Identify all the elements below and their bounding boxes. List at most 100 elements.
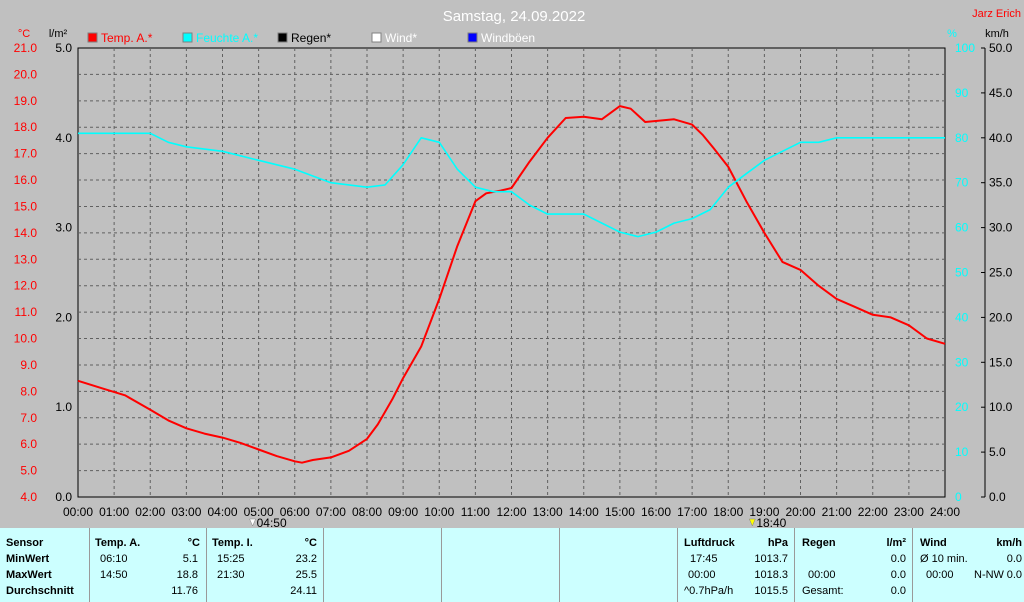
sunrise-marker — [249, 518, 256, 527]
temp-i-cell: Temp. I. °C 15:25 23.2 21:30 25.5 24.11 — [206, 528, 324, 602]
rain-tick-label: 5.0 — [55, 41, 72, 55]
temp-a-min: 5.1 — [182, 553, 198, 565]
temp-tick-label: 11.0 — [15, 305, 38, 319]
temp-a-avg: 11.76 — [171, 585, 198, 597]
temp-tick-label: 4.0 — [20, 490, 37, 504]
chart-title: Samstag, 24.09.2022 — [443, 8, 586, 25]
rain-tick-label: 3.0 — [55, 221, 72, 235]
x-tick-label: 20:00 — [785, 505, 815, 519]
wind-tick-label: 40.0 — [989, 131, 1013, 145]
humidity-tick-label: 30 — [955, 355, 969, 369]
wind-tick-label: 15.0 — [989, 355, 1013, 369]
stats-panel: Sensor MinWert MaxWert Durchschnitt Temp… — [0, 528, 1024, 602]
legend-swatch — [87, 32, 98, 43]
humidity-tick-label: 0 — [955, 490, 962, 504]
empty-cell-3 — [559, 528, 678, 602]
humidity-tick-label: 20 — [955, 400, 969, 414]
row-label-sensor: Sensor — [6, 537, 44, 549]
x-tick-label: 24:00 — [930, 505, 960, 519]
wind-tick-label: 35.0 — [989, 176, 1013, 190]
row-label-avg: Durchschnitt — [6, 585, 74, 597]
x-tick-label: 15:00 — [605, 505, 635, 519]
wind-header: Wind — [920, 537, 947, 549]
temp-tick-label: 9.0 — [20, 358, 37, 372]
x-tick-label: 17:00 — [677, 505, 707, 519]
x-tick-label: 16:00 — [641, 505, 671, 519]
temp-series-line — [77, 105, 946, 464]
weather-chart: Samstag, 24.09.2022 Jarz Erich °C l/m² %… — [14, 8, 1021, 528]
legend-label: Windböen — [481, 31, 535, 45]
x-tick-label: 11:00 — [461, 505, 490, 519]
temp-tick-label: 20.0 — [14, 67, 38, 81]
rain-header: Regen — [802, 537, 836, 549]
pressure-r1: 1013.7 — [754, 553, 788, 565]
rain-unit: l/m² — [886, 537, 906, 549]
legend: Temp. A.* Feuchte A.* Regen* Wind* Windböen — [87, 31, 535, 45]
legend-label: Feuchte A.* — [196, 31, 258, 45]
wind-avg-label: Ø 10 min. — [920, 553, 968, 565]
wind-tick-label: 50.0 — [989, 41, 1013, 55]
temp-i-avg: 24.11 — [290, 585, 317, 597]
wind-r2-time: 00:00 — [926, 569, 954, 581]
temp-tick-label: 8.0 — [20, 384, 37, 398]
humidity-series-line — [78, 132, 945, 238]
wind-axis-unit: km/h — [985, 28, 1009, 40]
wind-tick-label: 10.0 — [989, 400, 1013, 414]
x-tick-label: 12:00 — [496, 505, 526, 519]
x-tick-label: 08:00 — [352, 505, 382, 519]
temp-tick-label: 21.0 — [14, 41, 38, 55]
rain-cell: Regen l/m² 0.0 00:00 0.0 Gesamt: 0.0 — [794, 528, 913, 602]
x-tick-label: 19:00 — [749, 505, 779, 519]
row-label-max: MaxWert — [6, 569, 52, 581]
x-tick-label: 05:00 — [244, 505, 274, 519]
x-tick-label: 02:00 — [135, 505, 165, 519]
rain-r1: 0.0 — [890, 553, 906, 565]
legend-label: Temp. A.* — [101, 31, 153, 45]
rain-tick-label: 2.0 — [55, 310, 72, 324]
temp-tick-label: 6.0 — [20, 437, 37, 451]
x-tick-label: 03:00 — [171, 505, 201, 519]
x-tick-label: 22:00 — [858, 505, 888, 519]
x-tick-label: 00:00 — [63, 505, 93, 519]
temp-tick-label: 10.0 — [14, 332, 38, 346]
temp-tick-label: 16.0 — [14, 173, 38, 187]
temp-tick-label: 12.0 — [14, 279, 38, 293]
temp-tick-label: 14.0 — [14, 226, 38, 240]
x-tick-label: 13:00 — [533, 505, 563, 519]
humidity-tick-label: 40 — [955, 310, 969, 324]
row-labels-cell: Sensor MinWert MaxWert Durchschnitt — [0, 528, 90, 602]
legend-swatch — [371, 32, 382, 43]
legend-label: Regen* — [291, 31, 331, 45]
legend-swatch — [467, 32, 478, 43]
row-label-min: MinWert — [6, 553, 50, 565]
wind-tick-label: 5.0 — [989, 445, 1006, 459]
temp-i-header: Temp. I. — [212, 537, 253, 549]
legend-swatch — [182, 32, 193, 43]
axis-ticks: 4.0 5.0 6.0 7.0 8.0 9.0 10.0 11.0 12.0 13.0 14.0 15… — [14, 41, 1013, 528]
temp-a-header: Temp. A. — [95, 537, 141, 549]
temp-a-max: 18.8 — [176, 569, 198, 581]
pressure-r2-time: 00:00 — [688, 569, 716, 581]
temp-tick-label: 7.0 — [20, 411, 37, 425]
humidity-tick-label: 50 — [955, 266, 969, 280]
temp-tick-label: 13.0 — [14, 252, 38, 266]
wind-avg: 0.0 — [1006, 553, 1022, 565]
pressure-header: Luftdruck — [684, 537, 735, 549]
humidity-tick-label: 70 — [955, 176, 969, 190]
humidity-tick-label: 90 — [955, 86, 969, 100]
temp-i-max: 25.5 — [295, 569, 317, 581]
temp-a-cell: Temp. A. °C 06:10 5.1 14:50 18.8 11.76 — [89, 528, 207, 602]
x-tick-label: 14:00 — [569, 505, 599, 519]
legend-label: Wind* — [385, 31, 417, 45]
temp-a-min-time: 06:10 — [100, 553, 128, 565]
temp-i-min: 23.2 — [295, 553, 317, 565]
x-tick-label: 09:00 — [388, 505, 418, 519]
legend-swatch — [277, 32, 288, 43]
temp-a-unit: °C — [187, 537, 200, 549]
x-tick-label: 07:00 — [316, 505, 346, 519]
x-tick-label: 18:00 — [713, 505, 743, 519]
rain-r2-time: 00:00 — [808, 569, 836, 581]
wind-tick-label: 20.0 — [989, 310, 1013, 324]
pressure-r3: 1015.5 — [754, 585, 788, 597]
x-tick-label: 23:00 — [894, 505, 924, 519]
